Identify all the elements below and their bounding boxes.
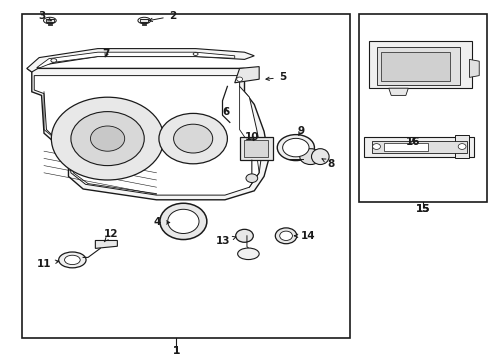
Bar — [383, 143, 427, 151]
Ellipse shape — [59, 252, 86, 268]
Bar — [371, 141, 466, 153]
Bar — [364, 137, 473, 157]
Polygon shape — [388, 88, 407, 95]
Ellipse shape — [173, 124, 212, 153]
Ellipse shape — [311, 149, 328, 165]
Polygon shape — [37, 52, 234, 68]
Ellipse shape — [236, 77, 242, 81]
Text: 6: 6 — [222, 107, 229, 117]
Bar — [239, 137, 272, 160]
Text: 15: 15 — [415, 204, 429, 214]
Text: 15: 15 — [415, 204, 429, 214]
Ellipse shape — [275, 228, 296, 244]
Ellipse shape — [372, 144, 380, 149]
Bar — [46, 19, 54, 22]
Polygon shape — [234, 67, 259, 83]
Ellipse shape — [159, 113, 227, 164]
Ellipse shape — [282, 138, 308, 157]
Text: 8: 8 — [322, 159, 334, 169]
Bar — [376, 47, 459, 85]
Bar — [244, 140, 267, 157]
Text: 11: 11 — [37, 258, 59, 269]
Polygon shape — [34, 76, 261, 195]
Text: 1: 1 — [172, 346, 179, 356]
Text: 13: 13 — [215, 236, 236, 246]
Ellipse shape — [138, 17, 150, 24]
Ellipse shape — [43, 17, 56, 24]
Text: 10: 10 — [244, 132, 259, 142]
Ellipse shape — [64, 255, 80, 265]
Ellipse shape — [235, 229, 253, 242]
Text: 1: 1 — [172, 346, 179, 356]
Polygon shape — [27, 68, 268, 200]
Text: 16: 16 — [405, 137, 420, 147]
Text: 2: 2 — [149, 11, 176, 22]
Ellipse shape — [279, 231, 292, 240]
Ellipse shape — [90, 126, 124, 151]
Text: 3: 3 — [38, 11, 51, 21]
Ellipse shape — [299, 149, 321, 165]
Polygon shape — [27, 49, 254, 72]
Text: 4: 4 — [154, 217, 169, 228]
Bar — [368, 41, 471, 88]
Bar — [140, 19, 148, 22]
Ellipse shape — [277, 135, 314, 161]
Ellipse shape — [167, 209, 199, 234]
Ellipse shape — [457, 144, 465, 149]
Bar — [381, 52, 449, 81]
Ellipse shape — [71, 112, 144, 166]
Bar — [22, 14, 349, 338]
Ellipse shape — [245, 174, 257, 183]
Polygon shape — [95, 240, 117, 248]
Ellipse shape — [160, 203, 206, 239]
Text: 7: 7 — [102, 49, 110, 59]
Bar — [454, 135, 468, 158]
Ellipse shape — [193, 53, 198, 55]
Text: 12: 12 — [104, 229, 119, 242]
Ellipse shape — [51, 59, 57, 62]
Text: 9: 9 — [297, 126, 304, 136]
Polygon shape — [468, 59, 478, 77]
Text: 5: 5 — [265, 72, 285, 82]
Bar — [359, 14, 486, 202]
Ellipse shape — [51, 97, 163, 180]
Text: 14: 14 — [294, 231, 315, 241]
Ellipse shape — [237, 248, 259, 260]
